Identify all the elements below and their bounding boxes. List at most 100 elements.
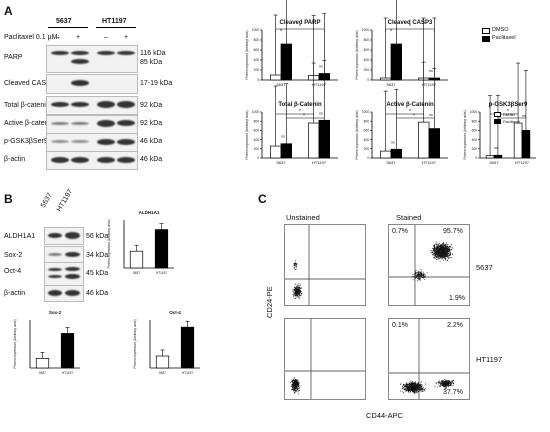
- event-dot: [298, 283, 300, 284]
- event-dot: [299, 291, 301, 292]
- event-dot: [411, 387, 413, 389]
- event-dot: [415, 272, 417, 273]
- event-dot: [407, 384, 409, 385]
- event-dot: [452, 380, 453, 382]
- event-dot: [295, 293, 297, 295]
- event-dot: [415, 384, 417, 386]
- event-dot: [292, 386, 293, 388]
- event-dot: [299, 390, 300, 391]
- event-dot: [443, 380, 445, 382]
- event-dot: [443, 386, 444, 387]
- event-dot: [443, 381, 444, 383]
- event-dot: [401, 391, 403, 393]
- event-dot: [444, 254, 445, 255]
- event-dot: [419, 386, 420, 388]
- legend-bottom: DMSO Paclitaxel: [494, 112, 520, 124]
- event-dot: [297, 379, 299, 381]
- event-dot: [434, 251, 436, 253]
- event-dot: [444, 382, 445, 384]
- event-dot: [434, 256, 436, 257]
- event-dot: [434, 249, 435, 251]
- event-dot: [415, 277, 416, 279]
- legend-swatch-paclitaxel: [494, 119, 501, 124]
- event-dot: [448, 254, 450, 256]
- event-dot: [297, 388, 298, 389]
- event-dot: [439, 386, 440, 388]
- event-dot: [441, 249, 443, 250]
- event-dot: [433, 252, 434, 254]
- event-dot: [438, 252, 440, 254]
- event-dot: [293, 263, 295, 265]
- event-dot: [444, 245, 446, 246]
- event-dot: [295, 382, 296, 383]
- event-dot: [446, 244, 448, 246]
- event-dot: [297, 287, 298, 289]
- event-dot: [412, 390, 413, 392]
- event-dot: [408, 384, 410, 386]
- event-dot: [421, 274, 423, 276]
- event-dot: [440, 245, 442, 247]
- event-dot: [442, 257, 444, 258]
- event-dot: [430, 250, 431, 252]
- x-tick-label: 5637: [490, 160, 500, 165]
- event-dot: [416, 275, 418, 276]
- event-dot: [443, 251, 445, 252]
- event-dot: [449, 246, 450, 247]
- event-dot: [445, 385, 447, 387]
- event-dot: [448, 255, 450, 257]
- event-dot: [448, 257, 449, 259]
- event-dot: [293, 380, 295, 382]
- event-dot: [438, 253, 439, 255]
- event-dot: [449, 380, 450, 382]
- event-dot: [294, 268, 296, 270]
- x-tick-label: HT1197: [312, 160, 327, 165]
- event-dot: [437, 256, 439, 258]
- event-dot: [421, 275, 422, 277]
- chart-title: Active β-Catenin: [386, 102, 434, 108]
- y-tick-label: 1000: [252, 110, 259, 114]
- event-dot: [434, 386, 436, 387]
- event-dot: [419, 278, 421, 279]
- event-dot: [403, 392, 404, 393]
- event-dot: [449, 250, 451, 252]
- significance-marker: ns: [281, 135, 285, 139]
- event-dot: [419, 273, 420, 274]
- event-dot: [293, 292, 295, 294]
- event-dot: [447, 248, 449, 250]
- event-dot: [431, 252, 433, 254]
- y-axis-label: Protein expression (Arbitrary units): [245, 110, 249, 159]
- event-dot: [442, 383, 444, 385]
- event-dot: [414, 386, 416, 388]
- event-dot: [440, 246, 442, 247]
- event-dot: [437, 247, 438, 249]
- event-dot: [435, 382, 437, 383]
- event-dot: [439, 251, 440, 253]
- event-dot: [443, 259, 444, 261]
- event-dot: [423, 277, 424, 279]
- event-dot: [295, 260, 296, 262]
- event-dot: [294, 392, 296, 394]
- event-dot: [440, 254, 442, 255]
- event-dot: [449, 255, 451, 256]
- event-dot: [420, 388, 422, 390]
- event-dot: [452, 254, 454, 255]
- event-dot: [434, 258, 436, 259]
- event-dot: [444, 382, 445, 384]
- event-dot: [297, 284, 299, 286]
- event-dot: [448, 257, 450, 259]
- b-blot-label-aldh1a1: ALDH1A1: [4, 233, 36, 240]
- event-dot: [294, 267, 296, 269]
- event-dot: [298, 393, 299, 395]
- event-dot: [453, 382, 454, 384]
- event-dot: [440, 247, 442, 249]
- event-dot: [294, 289, 296, 291]
- event-dot: [444, 383, 446, 385]
- event-dot: [296, 292, 297, 294]
- event-dot: [444, 255, 445, 257]
- event-dot: [441, 252, 443, 254]
- event-dot: [291, 380, 292, 382]
- event-dot: [435, 252, 437, 254]
- event-dot: [296, 382, 297, 383]
- event-dot: [448, 385, 450, 387]
- event-dot: [300, 288, 302, 290]
